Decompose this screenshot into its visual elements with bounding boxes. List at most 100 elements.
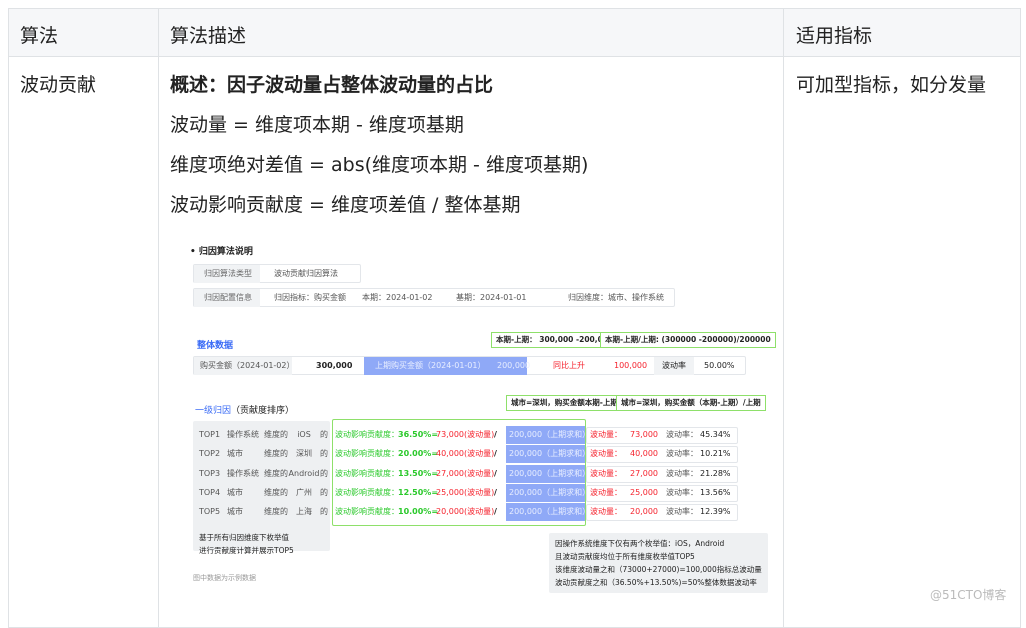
row-contrib-label: 波动影响贡献度： <box>335 487 399 497</box>
formula-2: 维度项绝对差值 = abs(维度项本期 - 维度项基期) <box>170 154 589 176</box>
row-rate: 10.21% <box>700 449 731 459</box>
header-metric: 适用指标 <box>796 25 873 47</box>
row-rate-label: 波动率： <box>666 449 698 459</box>
row-vol: 73,000 <box>630 430 658 439</box>
row-amount: 25,000(波动量) <box>436 487 495 497</box>
row-rank: TOP3 <box>199 468 221 478</box>
row-dim: 操作系统 <box>227 430 259 439</box>
algo-type-row: 归因算法类型 波动贡献归因算法 <box>193 264 361 283</box>
row-pct: 36.50%= <box>398 430 439 439</box>
row-of: 的 <box>320 507 328 517</box>
level1-title: 一级归因（贡献度排序） <box>195 406 295 416</box>
row-vol: 27,000 <box>630 468 658 478</box>
header-description: 算法描述 <box>170 25 247 47</box>
row-metrics-cell <box>586 446 738 464</box>
row-vol-label: 波动量： <box>590 430 622 439</box>
row-of: 的 <box>320 487 328 497</box>
algorithm-table: 算法 算法描述 适用指标 波动贡献 概述：因子波动量占整体波动量的占比 波动量 … <box>8 8 1021 628</box>
row-base: 200,000（上期求和） <box>506 426 590 444</box>
config-row: 归因配置信息 归因指标：购买金额 本期：2024-01-02 基期：2024-0… <box>193 288 675 307</box>
row-amount: 40,000(波动量) <box>436 449 495 459</box>
row-vol-label: 波动量： <box>590 449 622 459</box>
row-mid: 维度的 <box>264 449 288 459</box>
row-pct: 13.50%= <box>398 468 439 478</box>
row-rank: TOP1 <box>199 430 221 439</box>
row-mid: 维度的 <box>264 487 288 497</box>
row-metrics-cell <box>586 504 738 522</box>
algorithm-name: 波动贡献 <box>20 74 97 96</box>
row-base: 200,000（上期求和） <box>506 483 590 502</box>
row-mid: 维度的 <box>264 507 288 517</box>
row-metrics-cell <box>586 465 738 483</box>
row-vol-label: 波动量： <box>590 487 622 497</box>
row-slash: / <box>494 449 497 459</box>
row-base: 200,000（上期求和） <box>506 464 590 483</box>
row-vol: 25,000 <box>630 487 658 497</box>
figure-title: • 归因算法说明 <box>190 247 253 257</box>
row-dim: 城市 <box>227 507 243 517</box>
row-pct: 20.00%= <box>398 449 439 459</box>
row-of: 的 <box>320 430 328 439</box>
row-of: 的 <box>320 468 328 478</box>
row-rank: TOP2 <box>199 449 221 459</box>
row-rank: TOP4 <box>199 487 221 497</box>
row-vol-label: 波动量： <box>590 507 622 517</box>
row-amount: 20,000(波动量) <box>436 507 495 517</box>
row-rate: 12.39% <box>700 507 731 517</box>
row-val: Android <box>288 468 320 478</box>
row-vol-label: 波动量： <box>590 468 622 478</box>
left-note: 基于所有归因维度下枚举值 进行贡献度计算并展示TOP5 <box>199 533 294 555</box>
row-of: 的 <box>320 449 328 459</box>
left-panel <box>193 421 330 551</box>
row-rate-label: 波动率： <box>666 430 698 439</box>
level1-note-diff: 城市=深圳，购买金额本期-上期 <box>506 395 623 411</box>
overall-row: 购买金额（2024-01-02） 300,000 上期购买金额（2024-01-… <box>193 356 746 375</box>
row-rate: 45.34% <box>700 430 731 439</box>
row-mid: 维度的 <box>264 468 288 478</box>
row-rate: 13.56% <box>700 487 731 497</box>
description-summary: 概述：因子波动量占整体波动量的占比 <box>170 74 494 96</box>
row-contrib-label: 波动影响贡献度： <box>335 468 399 478</box>
row-vol: 40,000 <box>630 449 658 459</box>
row-val: 广州 <box>296 487 312 497</box>
row-amount: 73,000(波动量) <box>436 430 495 439</box>
contribution-highlight <box>332 419 586 526</box>
formula-3: 波动影响贡献度 = 维度项差值 / 整体基期 <box>170 194 521 216</box>
overall-note-rate: 本期-上期/上期: (300000 -200000)/200000 <box>600 332 776 348</box>
row-vol: 20,000 <box>630 507 658 517</box>
row-mid: 维度的 <box>264 430 288 439</box>
row-metrics-cell <box>586 427 738 444</box>
right-note: 因操作系统维度下仅有两个枚举值：iOS，Android 且波动贡献度均位于所有维度… <box>549 533 768 593</box>
applicable-metric: 可加型指标，如分发量 <box>796 74 987 96</box>
row-metrics-cell <box>586 484 738 502</box>
row-val: 上海 <box>296 507 312 517</box>
row-contrib-label: 波动影响贡献度： <box>335 507 399 517</box>
row-slash: / <box>494 507 497 517</box>
row-rate: 21.28% <box>700 468 731 478</box>
row-base: 200,000（上期求和） <box>506 445 590 464</box>
header-algorithm: 算法 <box>20 25 59 47</box>
row-pct: 12.50%= <box>398 487 439 497</box>
row-pct: 10.00%= <box>398 507 439 517</box>
level1-note-rate: 城市=深圳，购买金额（本期-上期）/上期 <box>616 395 766 411</box>
row-dim: 操作系统 <box>227 468 259 478</box>
row-dim: 城市 <box>227 487 243 497</box>
row-dim: 城市 <box>227 449 243 459</box>
row-val: iOS <box>297 430 311 439</box>
row-slash: / <box>494 430 497 439</box>
row-base: 200,000（上期求和） <box>506 503 590 522</box>
row-rank: TOP5 <box>199 507 221 517</box>
row-rate-label: 波动率： <box>666 468 698 478</box>
row-val: 深圳 <box>296 449 312 459</box>
formula-1: 波动量 = 维度项本期 - 维度项基期 <box>170 114 464 136</box>
table-header-row <box>9 9 1020 57</box>
row-contrib-label: 波动影响贡献度： <box>335 449 399 459</box>
row-slash: / <box>494 468 497 478</box>
row-rate-label: 波动率： <box>666 507 698 517</box>
watermark: @51CTO博客 <box>930 588 1007 602</box>
row-contrib-label: 波动影响贡献度： <box>335 430 399 439</box>
row-slash: / <box>494 487 497 497</box>
footnote: 图中数据为示例数据 <box>193 574 256 582</box>
row-rate-label: 波动率： <box>666 487 698 497</box>
row-amount: 27,000(波动量) <box>436 468 495 478</box>
